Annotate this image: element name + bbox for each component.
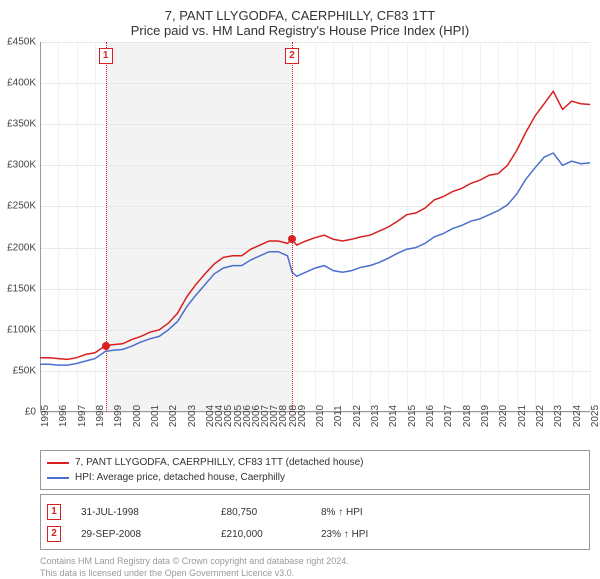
legend-row-price-paid: 7, PANT LLYGODFA, CAERPHILLY, CF83 1TT (… [47,455,583,470]
gridline-v [590,42,591,412]
x-tick-label: 1995 [40,405,51,427]
y-tick-label: £150K [7,283,36,294]
x-tick-label: 2021 [517,405,528,427]
y-tick-label: £50K [13,365,36,376]
x-tick-label: 2023 [553,405,564,427]
attribution-line-2: This data is licensed under the Open Gov… [40,568,590,579]
event-vline-1 [106,42,107,412]
event-badge-1: 1 [47,504,61,520]
event-pct-2: 23% ↑ HPI [321,529,421,540]
y-tick-label: £200K [7,242,36,253]
y-tick-label: £350K [7,119,36,130]
series-line-hpi [40,153,590,365]
legend-row-hpi: HPI: Average price, detached house, Caer… [47,470,583,485]
plot-area: £0£50K£100K£150K£200K£250K£300K£350K£400… [40,42,590,412]
x-tick-label: 1999 [113,405,124,427]
x-tick-label: 2020 [498,405,509,427]
event-vline-2 [292,42,293,412]
event-point-1 [102,342,110,350]
x-tick-label: 1996 [58,405,69,427]
x-tick-label: 2022 [535,405,546,427]
event-price-2: £210,000 [221,529,321,540]
chart-subtitle: Price paid vs. HM Land Registry's House … [0,23,600,38]
legend-box: 7, PANT LLYGODFA, CAERPHILLY, CF83 1TT (… [40,450,590,490]
x-tick-label: 2003 [187,405,198,427]
x-tick-label: 2024 [572,405,583,427]
x-tick-label: 2000 [132,405,143,427]
attribution-line-1: Contains HM Land Registry data © Crown c… [40,556,590,568]
x-tick-label: 2014 [388,405,399,427]
event-pct-1: 8% ↑ HPI [321,507,421,518]
attribution-text: Contains HM Land Registry data © Crown c… [40,556,590,579]
event-price-1: £80,750 [221,507,321,518]
x-tick-label: 2011 [333,405,344,427]
x-tick-label: 2017 [443,405,454,427]
event-date-1: 31-JUL-1998 [81,507,221,518]
legend-swatch-hpi [47,477,69,479]
legend-label-hpi: HPI: Average price, detached house, Caer… [75,472,285,483]
chart-title-address: 7, PANT LLYGODFA, CAERPHILLY, CF83 1TT [0,0,600,23]
y-tick-label: £250K [7,201,36,212]
y-tick-label: £0 [25,407,36,418]
x-tick-label: 2018 [462,405,473,427]
y-tick-label: £450K [7,37,36,48]
x-tick-label: 1997 [77,405,88,427]
event-marker-label-1: 1 [99,48,113,64]
event-marker-label-2: 2 [285,48,299,64]
y-tick-label: £300K [7,160,36,171]
event-badge-2: 2 [47,526,61,542]
legend-label-price-paid: 7, PANT LLYGODFA, CAERPHILLY, CF83 1TT (… [75,457,363,468]
chart-container: 7, PANT LLYGODFA, CAERPHILLY, CF83 1TT P… [0,0,600,560]
x-tick-label: 2025 [590,405,600,427]
event-point-2 [288,235,296,243]
x-tick-label: 2009 [297,405,308,427]
event-row-1: 1 31-JUL-1998 £80,750 8% ↑ HPI [47,501,583,523]
x-tick-label: 1998 [95,405,106,427]
x-tick-label: 2010 [315,405,326,427]
y-tick-label: £100K [7,324,36,335]
x-tick-label: 2016 [425,405,436,427]
x-tick-label: 2013 [370,405,381,427]
line-svg [40,42,590,412]
event-row-2: 2 29-SEP-2008 £210,000 23% ↑ HPI [47,523,583,545]
legend-swatch-price-paid [47,462,69,464]
events-box: 1 31-JUL-1998 £80,750 8% ↑ HPI 2 29-SEP-… [40,494,590,550]
x-tick-label: 2019 [480,405,491,427]
x-tick-label: 2012 [352,405,363,427]
x-tick-label: 2015 [407,405,418,427]
y-tick-label: £400K [7,78,36,89]
x-tick-label: 2002 [168,405,179,427]
event-date-2: 29-SEP-2008 [81,529,221,540]
series-line-price_paid [40,91,590,359]
x-tick-label: 2001 [150,405,161,427]
